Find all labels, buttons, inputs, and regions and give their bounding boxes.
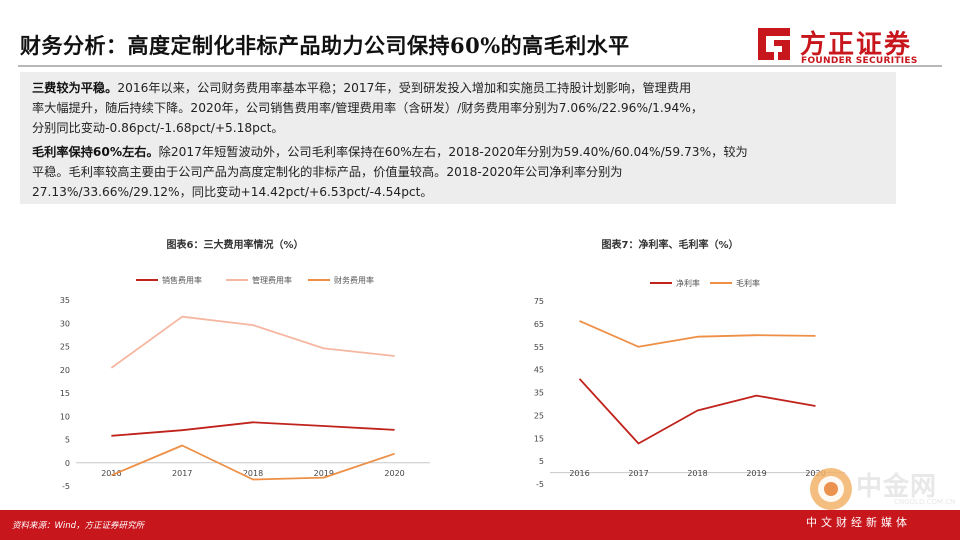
summary-box: 三费较为平稳。2016年以来，公司财务费用率基本平稳；2017年，受到研发投入增… — [20, 72, 896, 204]
x-tick-label: 2017 — [172, 469, 192, 478]
y-tick-label: 35 — [534, 389, 544, 398]
watermark: 中金网 CNGOLD.COM.CN 中文财经新媒体 — [806, 466, 956, 536]
paragraph-line: 2016年以来，公司财务费用率基本平稳；2017年，受到研发投入增加和实施员工持… — [117, 81, 691, 95]
chart-title: 图表7：净利率、毛利率（%） — [602, 238, 739, 251]
paragraph-line: 除2017年短暂波动外，公司毛利率保持在60%左右，2018-2020年分别为5… — [159, 145, 748, 159]
legend-label: 销售费用率 — [162, 275, 202, 285]
x-tick-label: 2016 — [569, 469, 589, 478]
x-tick-label: 2017 — [628, 469, 648, 478]
chart-margins: 图表7：净利率、毛利率（%） 净利率 毛利率 -5 5 15 25 35 45 55 65 75 201… — [500, 228, 860, 498]
summary-paragraph-margin: 毛利率保持60%左右。除2017年短暂波动外，公司毛利率保持在60%左右，201… — [32, 142, 748, 202]
footer-source: 资料来源：Wind，方正证券研究所 — [12, 519, 144, 531]
summary-paragraph-expenses: 三费较为平稳。2016年以来，公司财务费用率基本平稳；2017年，受到研发投入增… — [32, 78, 703, 138]
y-tick-label: 5 — [65, 436, 70, 445]
chart-expense-ratios-svg: 图表6：三大费用率情况（%）销售费用率 管理费用率 财务费用率-5051015202… — [20, 228, 450, 498]
legend-label: 净利率 — [676, 278, 700, 288]
y-tick-label: 25 — [60, 343, 70, 352]
company-logo: 方正证券 FOUNDER SECURITIES — [754, 24, 944, 68]
y-tick-label: 75 — [534, 297, 544, 306]
watermark-domain: CNGOLD.COM.CN — [894, 498, 955, 506]
x-tick-label: 2020 — [384, 469, 404, 478]
series-line-净利率 — [580, 379, 816, 444]
paragraph-line: 分别同比变动-0.86pct/-1.68pct/+5.18pct。 — [32, 118, 703, 138]
legend-label: 管理费用率 — [252, 275, 292, 285]
y-tick-label: 15 — [60, 389, 70, 398]
series-line-销售费用率 — [111, 422, 394, 436]
y-tick-label: 5 — [539, 457, 544, 466]
x-tick-label: 2018 — [687, 469, 707, 478]
chart-margins-svg: 图表7：净利率、毛利率（%） 净利率 毛利率 -5 5 15 25 35 45 55 65 75 201… — [500, 228, 860, 498]
y-tick-label: 25 — [534, 411, 544, 420]
chart-expense-ratios: 图表6：三大费用率情况（%） 销售费用率 管理费用率 财务费用率 -5 0 5 10 15 20 2… — [20, 228, 450, 498]
logo-text-en: FOUNDER SECURITIES — [801, 56, 918, 66]
chart-title: 图表6：三大费用率情况（%） — [167, 238, 304, 251]
series-line-毛利率 — [580, 321, 816, 347]
y-tick-label: 0 — [65, 459, 70, 468]
y-tick-label: 30 — [60, 319, 70, 328]
y-tick-label: 35 — [60, 296, 70, 305]
x-tick-label: 2019 — [314, 469, 334, 478]
paragraph-line: 平稳。毛利率较高主要由于公司产品为高度定制化的非标产品，价值量较高。2018-2… — [32, 162, 748, 182]
page-title: 财务分析：高度定制化非标产品助力公司保持60%的高毛利水平 — [20, 30, 630, 60]
y-tick-label: 15 — [534, 434, 544, 443]
x-tick-label: 2016 — [101, 469, 121, 478]
y-tick-label: -5 — [536, 480, 544, 489]
watermark-logo-icon — [808, 466, 854, 512]
watermark-tagline: 中文财经新媒体 — [806, 514, 911, 530]
y-tick-label: 45 — [534, 366, 544, 375]
y-tick-label: 10 — [60, 412, 70, 421]
paragraph-heading: 毛利率保持60%左右。 — [32, 145, 159, 159]
y-tick-label: -5 — [62, 482, 70, 491]
y-tick-label: 55 — [534, 343, 544, 352]
series-line-管理费用率 — [111, 317, 394, 368]
paragraph-line: 率大幅提升，随后持续下降。2020年，公司销售费用率/管理费用率（含研发）/财务… — [32, 98, 703, 118]
paragraph-line: 27.13%/33.66%/29.12%，同比变动+14.42pct/+6.53… — [32, 182, 748, 202]
legend-label: 毛利率 — [736, 278, 760, 288]
founder-logo-icon — [754, 24, 794, 64]
paragraph-heading: 三费较为平稳。 — [32, 81, 117, 95]
x-tick-label: 2019 — [746, 469, 766, 478]
y-tick-label: 65 — [534, 320, 544, 329]
y-tick-label: 20 — [60, 366, 70, 375]
legend-label: 财务费用率 — [334, 275, 374, 285]
